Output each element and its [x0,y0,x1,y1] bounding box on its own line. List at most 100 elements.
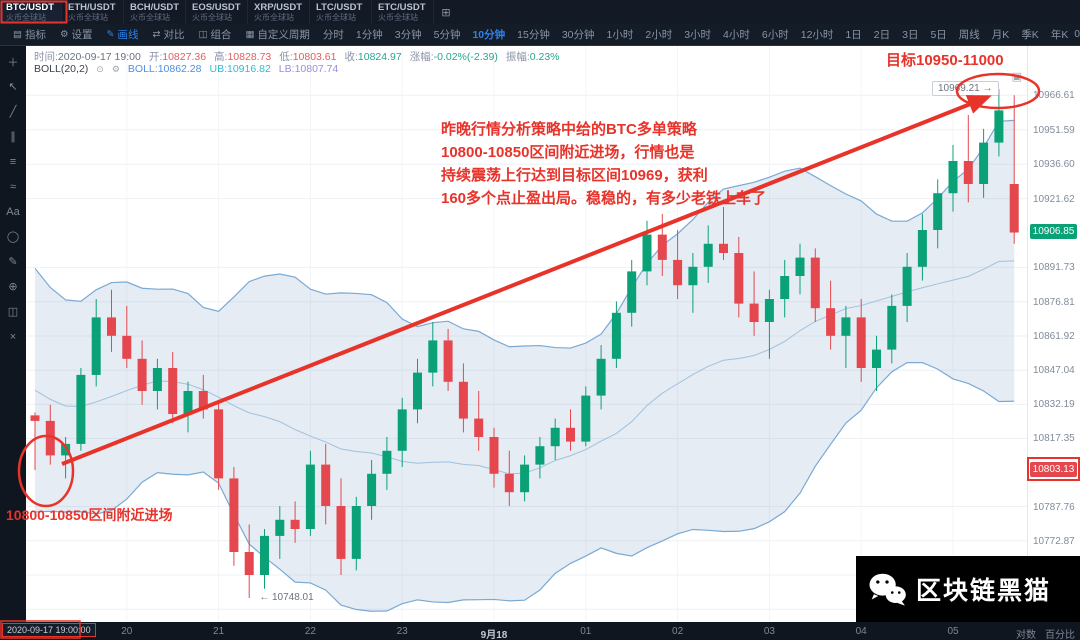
candlestick-chart[interactable] [26,46,1028,622]
timeframe-6小时[interactable]: 6小时 [761,29,789,41]
ohlc-field: 开:10827.36 [149,49,206,64]
scale-options: 对数 百分比 [1016,626,1075,640]
timeframe-2日[interactable]: 2日 [873,29,891,41]
timeframe-3小时[interactable]: 3小时 [684,29,712,41]
draw-line-icon: ✎ [106,29,115,40]
symbol-tab-ltc-usdt[interactable]: LTC/USDT 火币全球站 [310,0,372,24]
timeframe-5日[interactable]: 5日 [930,29,947,41]
timeframe-年K[interactable]: 年K [1050,29,1069,41]
entry-price-badge: 10803.13 [1030,462,1077,478]
tab-exchange-label: 火币全球站 [316,13,356,22]
ohlc-field: 收:10824.97 [344,49,401,64]
timeframe-周线[interactable]: 周线 [958,29,980,41]
boll-field-label: LB: [278,63,295,75]
boll-field: LB:10807.74 [279,63,339,75]
tool-layout[interactable]: ◫ 组合 [191,24,238,45]
channel-tool[interactable]: ∥ [10,131,16,143]
scale-option-百分比[interactable]: 百分比 [1045,629,1075,640]
timeframe-季K[interactable]: 季K [1021,29,1039,41]
tool-label: 设置 [71,29,93,41]
boll-field: UB:10916.82 [209,63,270,75]
timeframe-1分钟[interactable]: 1分钟 [355,29,383,41]
symbol-tab-eos-usdt[interactable]: EOS/USDT 火币全球站 [186,0,248,24]
tab-exchange-label: 火币全球站 [130,13,170,22]
timeframe-3分钟[interactable]: 3分钟 [394,29,422,41]
symbol-tab-xrp-usdt[interactable]: XRP/USDT 火币全球站 [248,0,310,24]
tool-label: 自定义周期 [257,29,310,41]
timeframe-30分钟[interactable]: 30分钟 [561,29,595,41]
drawing-toolbar: ＋ ↖ ╱ ∥ ≡ ≈ Aa ◯ ✎ ⊕ ◫ × [0,46,26,622]
ohlc-field-value: 10828.73 [227,51,272,63]
timeframe-1日[interactable]: 1日 [845,29,862,41]
grid-add-icon[interactable]: ⊞ [441,6,451,19]
crosshair-time-tag: 2020-09-17 19:00:00 [2,623,96,637]
arrow-price-tag: 10969.21 → [932,81,999,97]
time-axis-label: 04 [855,625,867,637]
watermark-text: 区块链黑猫 [916,577,1052,605]
fibonacci-tool[interactable]: ≡ [9,155,17,168]
tab-pair-label: EOS/USDT [192,2,241,13]
symbol-tab-bch-usdt[interactable]: BCH/USDT 火币全球站 [124,0,186,24]
boll-field-label: UB: [209,63,227,75]
timeframe-4小时[interactable]: 4小时 [723,29,750,41]
last-price-badge: 10906.85 [1030,223,1077,239]
timeframe-10分钟[interactable]: 10分钟 [472,29,506,41]
cursor-tool[interactable]: ↖ [8,81,18,93]
price-axis-label: 10921.62 [1033,193,1075,205]
ohlc-field-label: 振幅: [505,51,530,63]
tool-draw-line[interactable]: ✎ 画线 [100,24,146,45]
tool-custom-period[interactable]: ▦ 自定义周期 [238,24,316,45]
timeframe-分时[interactable]: 分时 [322,29,344,41]
trendline-tool[interactable]: ╱ [9,106,17,118]
indicators-icon: ▤ [13,29,22,40]
timeframe-12小时[interactable]: 12小时 [800,29,834,41]
time-axis[interactable]: 2020-09-17 19:00:00 对数 百分比 20 21 22 23 9月18 01… [0,622,1080,640]
measure-tool[interactable]: ◫ [7,306,19,318]
gear-icon[interactable]: ⚙ [111,63,120,74]
tab-pair-label: ETC/USDT [378,2,426,13]
timeframe-15分钟[interactable]: 15分钟 [517,29,550,41]
ohlc-field: 低:10803.61 [279,49,336,64]
boll-info-line: BOLL(20,2) ⊙ ⚙ BOLL:10862.28 UB:10916.82 L… [34,63,338,75]
tab-exchange-label: 火币全球站 [378,13,418,22]
price-axis-label: 10861.92 [1033,330,1075,342]
wave-tool[interactable]: ≈ [9,180,17,193]
time-axis-label: 20 [121,625,133,637]
symbol-tab-btc-usdt[interactable]: BTC/USDT 火币全球站 [0,0,62,24]
timeframe-3日[interactable]: 3日 [902,29,919,41]
brush-tool[interactable]: ✎ [8,256,18,268]
ohlc-field-value: 10824.97 [357,51,402,63]
price-axis-label: 10966.61 [1033,90,1075,102]
symbol-tab-etc-usdt[interactable]: ETC/USDT 火币全球站 [372,0,434,24]
toolbar-right: 0s 单窗口 ▾ [1074,10,1080,59]
screenshot-icon[interactable]: ▣ [1011,71,1022,83]
tool-compare[interactable]: ⇄ 对比 [145,24,191,45]
crosshair-tool[interactable]: ＋ [7,56,19,69]
ohlc-field-label: 开: [148,51,163,63]
magnet-tool[interactable]: ⊕ [8,281,18,293]
delete-tool[interactable]: × [9,330,17,343]
ohlc-field-value: 0.23% [529,51,560,63]
ohlc-field-value: 10803.61 [292,51,337,63]
text-tool[interactable]: Aa [6,205,20,218]
time-axis-label: 23 [396,625,408,637]
tool-settings[interactable]: ⚙ 设置 [53,24,100,45]
timeframe-月K[interactable]: 月K [991,29,1010,41]
timeframe-2小时[interactable]: 2小时 [645,29,673,41]
price-axis[interactable]: 10966.61 10951.59 10936.60 10921.62 10891.73… [1027,46,1080,622]
tool-label: 对比 [163,29,185,41]
price-axis-label: 10817.35 [1033,433,1075,445]
tab-exchange-label: 火币全球站 [6,13,46,22]
timeframe-1小时[interactable]: 1小时 [606,29,634,41]
eye-icon[interactable]: ⊙ [96,63,104,74]
shape-tool[interactable]: ◯ [6,231,20,243]
tool-indicators[interactable]: ▤ 指标 [6,24,53,45]
tool-label: 指标 [24,29,46,41]
tab-pair-label: ETH/USDT [68,2,116,13]
symbol-tab-eth-usdt[interactable]: ETH/USDT 火币全球站 [62,0,124,24]
timeframe-5分钟[interactable]: 5分钟 [433,29,461,41]
price-axis-label: 10891.73 [1033,262,1075,274]
chart-canvas[interactable]: 时间:2020-09-17 19:00 开:10827.36 高:10828.73… [26,46,1028,622]
scale-option-对数[interactable]: 对数 [1016,629,1036,640]
ohlc-field-value: 10827.36 [162,51,207,63]
